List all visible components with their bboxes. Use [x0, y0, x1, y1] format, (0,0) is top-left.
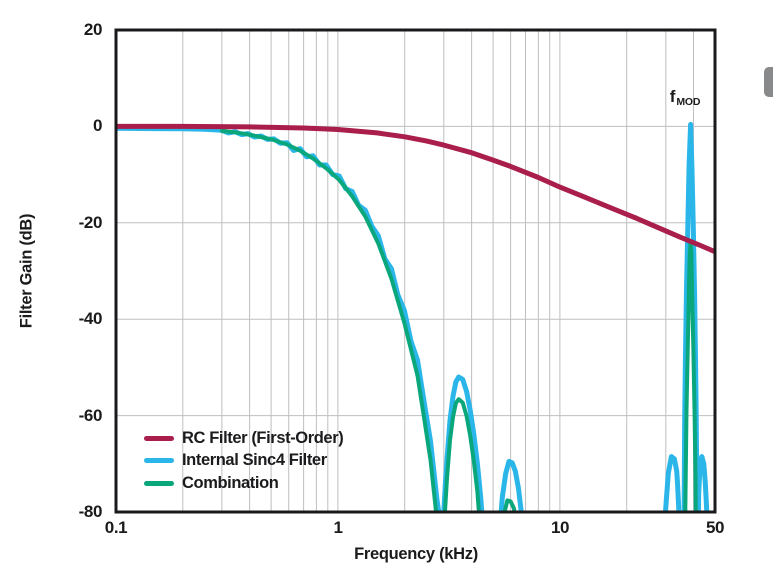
legend-label-rc-filter: RC Filter (First-Order) [182, 428, 344, 447]
x-axis-title: Frequency (kHz) [354, 545, 478, 563]
legend-swatch-rc-filter [144, 435, 174, 441]
y-tick-label: 0 [92, 116, 102, 135]
legend-swatch-sinc4-filter [144, 458, 174, 464]
y-tick-label: -20 [78, 213, 103, 232]
legend-label-combination: Combination [182, 473, 279, 492]
fmod-symbol: f [669, 87, 676, 106]
grid [116, 30, 715, 512]
curve-combination [219, 129, 698, 512]
curve-rc-filter [116, 123, 715, 255]
y-tick-label: -40 [78, 309, 103, 328]
legend-item-combination: Combination [144, 472, 343, 495]
legend-label-sinc4-filter: Internal Sinc4 Filter [182, 451, 327, 470]
legend-swatch-combination [144, 480, 174, 486]
y-tick-label: -60 [78, 406, 103, 425]
fmod-annotation: fMOD [669, 87, 701, 108]
page-edge-tab [764, 67, 773, 97]
y-tick-label: -80 [78, 502, 103, 521]
legend: RC Filter (First-Order) Internal Sinc4 F… [144, 427, 344, 495]
plot-border [114, 28, 717, 514]
legend-item-rc-filter: RC Filter (First-Order) [144, 427, 344, 450]
x-tick-label: 50 [705, 518, 725, 537]
x-tick-label: 0.1 [104, 518, 128, 537]
x-tick-label: 1 [333, 518, 343, 537]
x-tick-label: 10 [550, 518, 570, 537]
legend-item-sinc4-filter: Internal Sinc4 Filter [144, 450, 343, 473]
y-tick-label: 20 [83, 20, 103, 39]
fmod-subscript: MOD [676, 96, 701, 108]
